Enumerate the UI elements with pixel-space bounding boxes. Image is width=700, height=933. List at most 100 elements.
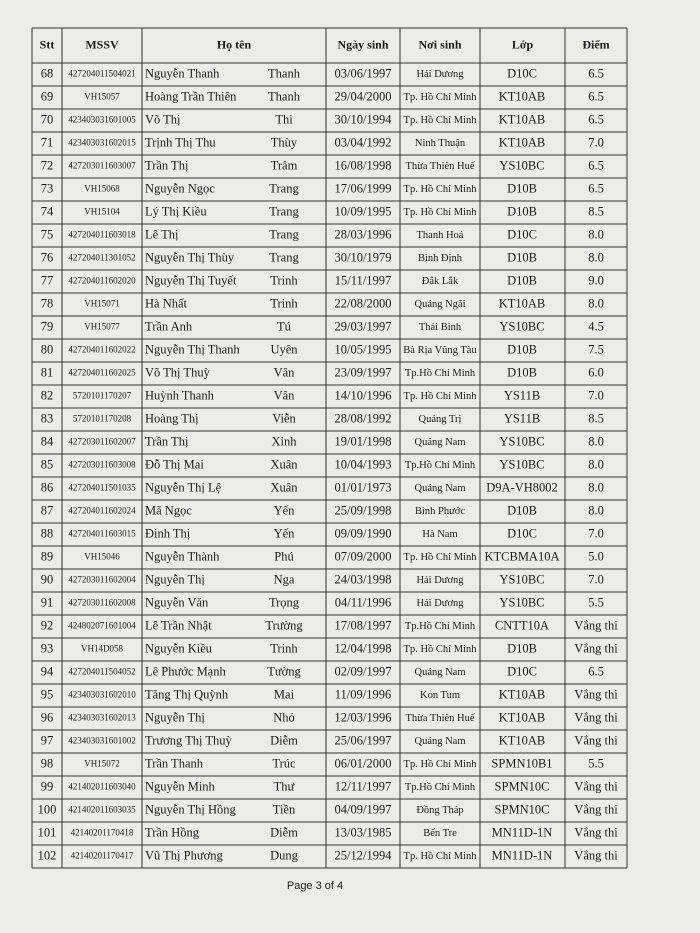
cell: 87 <box>41 503 54 517</box>
cell: Xinh <box>272 434 298 448</box>
cell: YS11B <box>504 411 540 425</box>
cell: YS10BC <box>499 158 544 172</box>
cell: 89 <box>41 549 54 563</box>
cell: Nguyễn Văn <box>145 595 209 609</box>
cell: 102 <box>38 848 57 862</box>
cell: Trần Thanh <box>145 756 204 770</box>
cell: 6.5 <box>588 158 604 172</box>
cell: Hà Nam <box>422 529 457 540</box>
cell: Mai <box>274 687 295 701</box>
cell: Huỳnh Thanh <box>145 388 215 402</box>
cell: Trinh <box>270 273 298 287</box>
cell: Ninh Thuận <box>415 138 466 149</box>
cell: YS10BC <box>499 319 544 333</box>
cell: Uyên <box>270 342 298 356</box>
cell: 28/03/1996 <box>335 227 392 241</box>
cell: 8.5 <box>588 204 604 218</box>
cell: 25/09/1998 <box>335 503 392 517</box>
cell: Lê Trần Nhật <box>145 618 212 632</box>
cell: 427203011602008 <box>68 598 136 608</box>
cell: Tp. Hồ Chí Minh <box>404 851 478 862</box>
cell: 6.5 <box>588 89 604 103</box>
cell: KT10AB <box>499 296 546 310</box>
cell: 29/04/2000 <box>335 89 392 103</box>
cell: Đồng Tháp <box>416 805 463 816</box>
cell: Phú <box>274 549 294 563</box>
cell: 14/10/1996 <box>335 388 392 402</box>
cell: 04/11/1996 <box>335 595 391 609</box>
cell: D9A-VH8002 <box>486 480 558 494</box>
cell: 73 <box>41 181 54 195</box>
cell: 99 <box>41 779 54 793</box>
cell: Tp.Hồ Chí Minh <box>405 621 476 632</box>
cell: Tp. Hồ Chí Minh <box>404 115 478 126</box>
cell: 427203011603007 <box>68 161 136 171</box>
cell: Diễm <box>270 825 298 839</box>
cell: 96 <box>41 710 54 724</box>
cell: 9.0 <box>588 273 604 287</box>
cell: 5.5 <box>588 756 604 770</box>
cell: Vắng thi <box>574 618 618 632</box>
cell: 23/09/1997 <box>335 365 392 379</box>
cell: 68 <box>41 66 54 80</box>
cell: 10/04/1993 <box>335 457 392 471</box>
cell: KT10AB <box>499 112 546 126</box>
cell: 423403031602015 <box>68 138 136 148</box>
cell: Nguyễn Kiều <box>145 641 213 655</box>
cell: 22/08/2000 <box>335 296 392 310</box>
cell: 93 <box>41 641 54 655</box>
cell: YS10BC <box>499 572 544 586</box>
cell: 03/06/1997 <box>335 66 392 80</box>
cell: 04/09/1997 <box>335 802 392 816</box>
cell: Vắng thi <box>574 848 618 862</box>
cell: Hoàng Trần Thiên <box>145 89 237 103</box>
cell: 12/04/1998 <box>335 641 392 655</box>
cell: 8.5 <box>588 411 604 425</box>
cell: Tp. Hồ Chí Minh <box>404 391 478 402</box>
cell: 82 <box>41 388 54 402</box>
cell: Dung <box>270 848 299 862</box>
cell: SPMN10C <box>495 779 550 793</box>
cell: Lê Phước Mạnh <box>145 664 226 678</box>
cell: Tp.Hồ Chí Minh <box>405 368 476 379</box>
cell: Vắng thi <box>574 641 618 655</box>
cell: 01/01/1973 <box>335 480 392 494</box>
cell: 427204011603015 <box>68 529 136 539</box>
cell: Hải Dương <box>416 575 464 586</box>
cell: KT10AB <box>499 89 546 103</box>
cell: Trần Hồng <box>145 825 200 839</box>
cell: Yến <box>274 503 296 517</box>
cell: 12/03/1996 <box>335 710 392 724</box>
cell: Nguyễn Thị <box>145 710 205 724</box>
cell: Bến Tre <box>423 828 457 839</box>
cell: 19/01/1998 <box>335 434 392 448</box>
cell: Hoàng Thị <box>145 411 199 425</box>
cell: 98 <box>41 756 54 770</box>
cell: 421402011603040 <box>68 782 136 792</box>
cell: D10C <box>507 664 537 678</box>
cell: VH15068 <box>84 184 120 194</box>
cell: D10B <box>507 273 537 287</box>
cell: 421402011603035 <box>68 805 136 815</box>
cell: Võ Thị <box>145 112 181 126</box>
cell: 10/05/1995 <box>335 342 392 356</box>
cell: 29/03/1997 <box>335 319 392 333</box>
column-header: Stt <box>40 37 55 51</box>
cell: VH15104 <box>84 207 120 217</box>
cell: 16/08/1998 <box>335 158 392 172</box>
cell: Nguyễn Minh <box>145 779 216 793</box>
cell: 8.0 <box>588 250 604 264</box>
cell: 78 <box>41 296 54 310</box>
cell: Viễn <box>272 411 296 425</box>
cell: 02/09/1997 <box>335 664 392 678</box>
cell: MN11D-1N <box>492 848 553 862</box>
cell: Trọng <box>269 595 300 609</box>
cell: 92 <box>41 618 54 632</box>
cell: Lý Thị Kiều <box>145 204 207 218</box>
cell: Trâm <box>271 158 298 172</box>
cell: 8.0 <box>588 480 604 494</box>
cell: CNTT10A <box>495 618 549 632</box>
cell: 06/01/2000 <box>335 756 392 770</box>
cell: Thái Bình <box>419 322 462 333</box>
